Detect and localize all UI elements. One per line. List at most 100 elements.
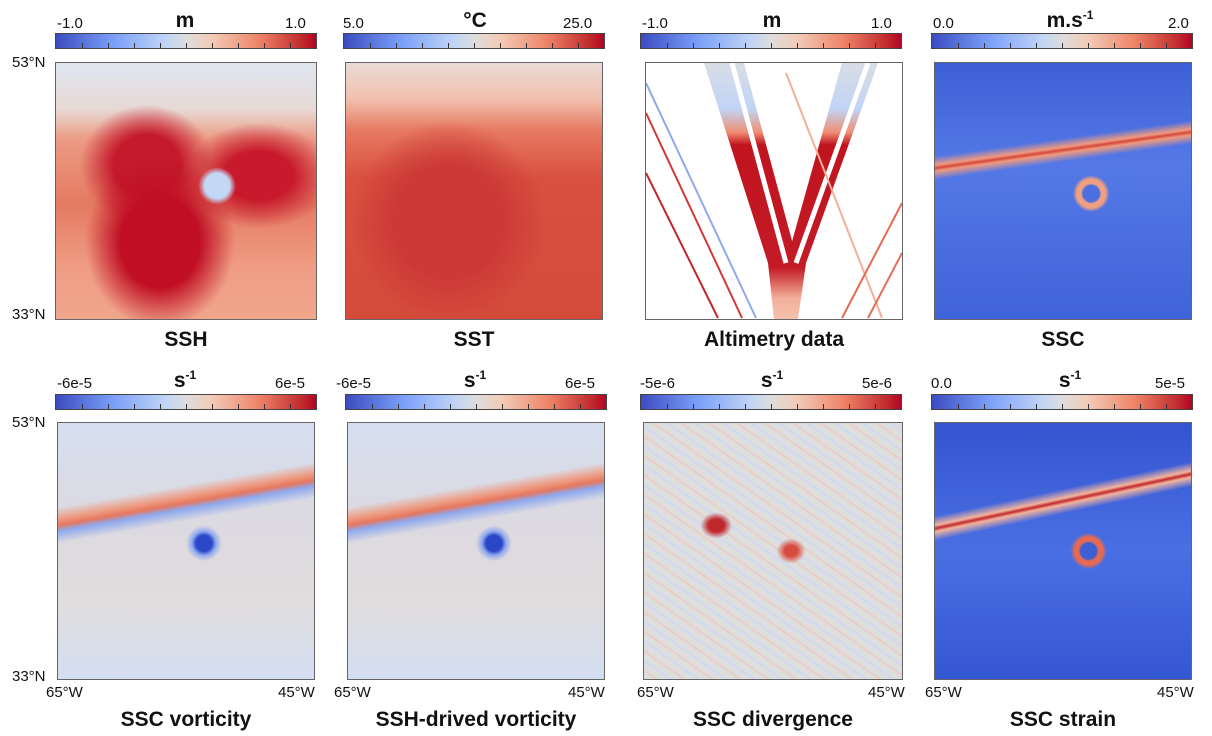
colorbar-unit: s-1: [463, 368, 487, 392]
colorbar-tick: [500, 43, 501, 48]
colorbar-tick: [264, 43, 265, 48]
colorbar-tick: [1010, 404, 1011, 409]
lat-label-top: 53°N: [12, 54, 46, 71]
colorbar-min-label: -6e-5: [57, 375, 93, 392]
colorbar-tick: [1166, 404, 1167, 409]
colorbar-tick: [1062, 404, 1063, 409]
colorbar: [931, 33, 1193, 49]
colorbar-tick: [108, 404, 109, 409]
ssc-divergence-map: [643, 422, 903, 680]
colorbar-tick: [958, 43, 959, 48]
colorbar-tick: [771, 43, 772, 48]
lon-label-left: 65°W: [637, 684, 674, 701]
colorbar-min-label: -5e-6: [640, 375, 676, 392]
colorbar-tick: [823, 404, 824, 409]
colorbar-tick: [160, 43, 161, 48]
colorbar-tick: [108, 43, 109, 48]
colorbar-max-label: 5e-6: [862, 375, 893, 392]
colorbar-tick: [134, 404, 135, 409]
colorbar-tick: [745, 404, 746, 409]
colorbar-tick: [693, 43, 694, 48]
colorbar-tick: [580, 404, 581, 409]
sst-map: [345, 62, 603, 320]
colorbar-unit: s-1: [1058, 368, 1082, 392]
colorbar: [55, 394, 317, 410]
colorbar-unit: s-1: [173, 368, 197, 392]
lat-label-bottom: 33°N: [12, 306, 46, 323]
colorbar-tick: [502, 404, 503, 409]
colorbar-tick: [424, 404, 425, 409]
colorbar-tick: [396, 43, 397, 48]
colorbar-min-label: 0.0: [931, 375, 952, 392]
panel-title: SST: [453, 328, 495, 351]
panel-title: Altimetry data: [703, 328, 845, 351]
panel-title: SSH-drived vorticity: [375, 708, 577, 731]
panel-title: SSC strain: [1009, 708, 1117, 731]
ssh-map: [55, 62, 317, 320]
colorbar: [345, 394, 607, 410]
colorbar-tick: [398, 404, 399, 409]
lat-label-bottom: 33°N: [12, 668, 46, 685]
colorbar-min-label: -1.0: [642, 15, 668, 32]
colorbar-tick: [448, 43, 449, 48]
colorbar-tick: [474, 43, 475, 48]
colorbar-tick: [719, 404, 720, 409]
colorbar-tick: [1088, 404, 1089, 409]
colorbar-tick: [849, 404, 850, 409]
panel-title: SSC divergence: [693, 708, 853, 731]
colorbar-max-label: 2.0: [1168, 15, 1189, 32]
colorbar-tick: [1036, 43, 1037, 48]
colorbar-tick: [186, 404, 187, 409]
colorbar-tick: [578, 43, 579, 48]
colorbar-tick: [745, 43, 746, 48]
colorbar-tick: [875, 404, 876, 409]
colorbar-tick: [1166, 43, 1167, 48]
colorbar-tick: [160, 404, 161, 409]
colorbar-tick: [422, 43, 423, 48]
lon-label-right: 45°W: [868, 684, 905, 701]
colorbar: [931, 394, 1193, 410]
ssc-strain-map: [934, 422, 1192, 680]
colorbar-tick: [1088, 43, 1089, 48]
ssc-vorticity-map: [57, 422, 315, 680]
colorbar-tick: [372, 404, 373, 409]
colorbar-tick: [984, 43, 985, 48]
colorbar-min-label: -6e-5: [336, 375, 372, 392]
colorbar-tick: [797, 404, 798, 409]
colorbar: [640, 33, 902, 49]
colorbar-tick: [849, 43, 850, 48]
colorbar-tick: [1010, 43, 1011, 48]
colorbar-tick: [290, 43, 291, 48]
colorbar-max-label: 6e-5: [565, 375, 596, 392]
colorbar-tick: [1114, 404, 1115, 409]
colorbar-tick: [1036, 404, 1037, 409]
lon-label-right: 45°W: [568, 684, 605, 701]
colorbar-tick: [528, 404, 529, 409]
colorbar-tick: [719, 43, 720, 48]
colorbar-unit: s-1: [760, 368, 784, 392]
lon-label-left: 65°W: [334, 684, 371, 701]
altimetry-tracks: [646, 63, 902, 319]
colorbar: [55, 33, 317, 49]
colorbar-tick: [186, 43, 187, 48]
colorbar-tick: [238, 404, 239, 409]
colorbar-tick: [1062, 43, 1063, 48]
lon-label-right: 45°W: [1157, 684, 1194, 701]
altimetry-map: [645, 62, 903, 320]
colorbar-tick: [1140, 43, 1141, 48]
colorbar-tick: [667, 404, 668, 409]
lon-label-left: 65°W: [46, 684, 83, 701]
colorbar-tick: [667, 43, 668, 48]
colorbar-min-label: -1.0: [57, 15, 83, 32]
colorbar-max-label: 1.0: [285, 15, 306, 32]
colorbar-tick: [554, 404, 555, 409]
colorbar-tick: [82, 43, 83, 48]
colorbar-tick: [958, 404, 959, 409]
colorbar-tick: [290, 404, 291, 409]
colorbar-max-label: 25.0: [563, 15, 593, 32]
panel-title: SSC vorticity: [120, 708, 252, 731]
colorbar-max-label: 5e-5: [1155, 375, 1186, 392]
colorbar-unit: m: [762, 9, 782, 32]
colorbar-unit: m: [175, 9, 195, 32]
colorbar-tick: [450, 404, 451, 409]
